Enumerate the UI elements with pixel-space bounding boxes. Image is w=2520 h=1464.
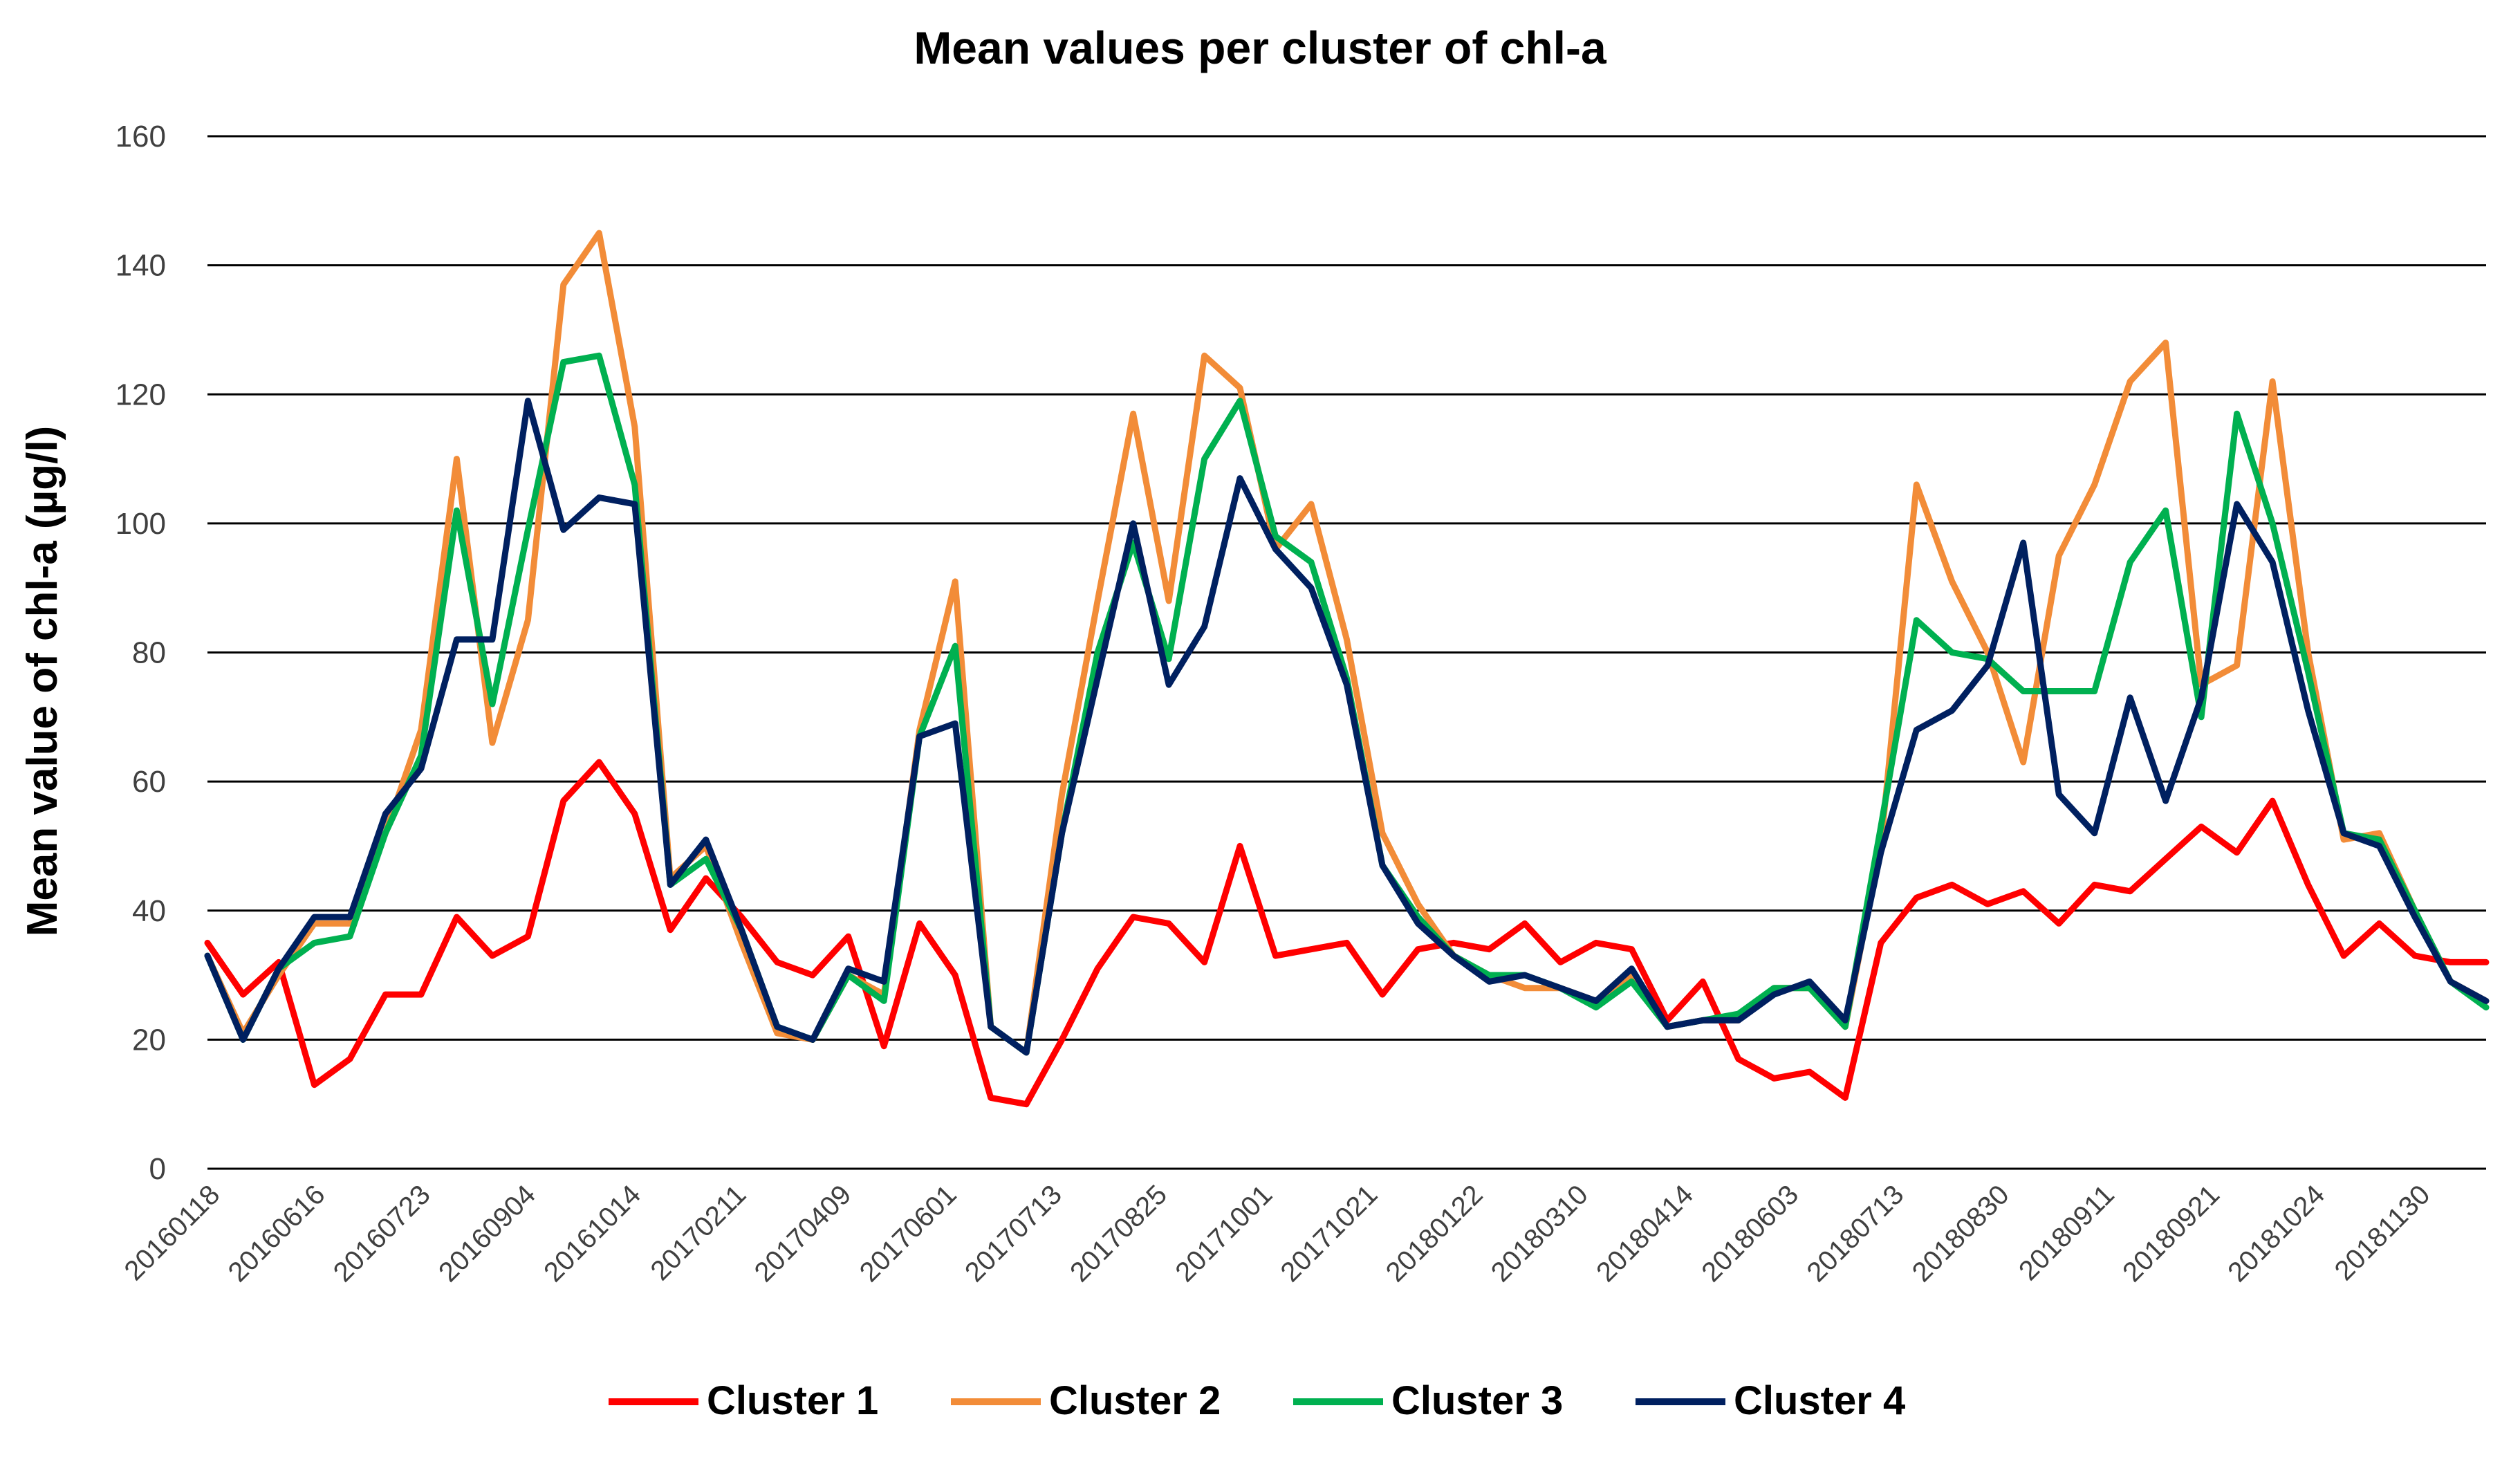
- x-tick-label: 20181130: [2329, 1179, 2436, 1286]
- x-tick-label: 20160723: [328, 1179, 436, 1288]
- y-tick-label: 20: [132, 1023, 166, 1057]
- series-lines: [204, 230, 2490, 1108]
- y-tick-label: 100: [115, 507, 166, 541]
- x-tick-label: 20180921: [2117, 1179, 2225, 1288]
- x-tick-label: 20180830: [1907, 1179, 2015, 1288]
- x-tick-label: 20180603: [1696, 1179, 1804, 1288]
- x-tick-label: 20180911: [2013, 1179, 2120, 1286]
- x-tick-label: 20161014: [538, 1179, 647, 1288]
- y-tick-labels: 0 20 40 60 80 100 120 140 160: [115, 120, 166, 1186]
- x-tick-label: 20160616: [223, 1179, 331, 1288]
- legend-label: Cluster 1: [707, 1378, 878, 1423]
- x-tick-label: 20160118: [119, 1179, 226, 1286]
- series-line-cluster-4: [204, 398, 2490, 1056]
- x-tick-label: 20170409: [749, 1179, 858, 1288]
- x-tick-label: 20181024: [2222, 1179, 2331, 1288]
- x-tick-label: 20170211: [645, 1179, 752, 1286]
- x-tick-label: 20180310: [1485, 1179, 1594, 1288]
- legend-label: Cluster 4: [1734, 1378, 1905, 1423]
- x-tick-label: 20170601: [854, 1179, 963, 1288]
- x-tick-label: 20180713: [1801, 1179, 1910, 1288]
- x-tick-label: 20171001: [1169, 1179, 1278, 1288]
- x-tick-label: 20180414: [1591, 1179, 1699, 1288]
- x-tick-labels: 2016011820160616201607232016090420161014…: [119, 1179, 2436, 1288]
- legend-label: Cluster 2: [1049, 1378, 1221, 1423]
- series-line-cluster-2: [204, 230, 2490, 1056]
- series-line-cluster-1: [204, 759, 2490, 1108]
- y-tick-label: 60: [132, 765, 166, 799]
- x-tick-label: 20170825: [1064, 1179, 1173, 1288]
- y-tick-label: 80: [132, 636, 166, 670]
- y-tick-label: 40: [132, 894, 166, 928]
- x-tick-label: 20160904: [433, 1179, 541, 1288]
- y-tick-label: 0: [149, 1152, 166, 1186]
- chart-title: Mean values per cluster of chl-a: [914, 22, 1607, 73]
- x-tick-label: 20180122: [1380, 1179, 1489, 1288]
- legend: Cluster 1 Cluster 2 Cluster 3 Cluster 4: [609, 1378, 1905, 1423]
- y-tick-label: 120: [115, 378, 166, 411]
- x-tick-label: 20170713: [959, 1179, 1068, 1288]
- y-tick-label: 160: [115, 120, 166, 154]
- y-axis-label: Mean value of chl-a (µg/l): [19, 426, 66, 937]
- y-tick-label: 140: [115, 249, 166, 283]
- x-tick-label: 20171021: [1275, 1179, 1384, 1288]
- legend-label: Cluster 3: [1391, 1378, 1563, 1423]
